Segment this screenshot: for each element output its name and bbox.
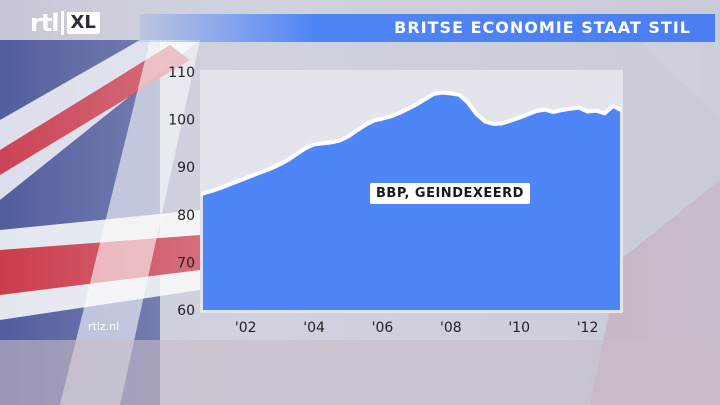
x-tick-label: '10 bbox=[508, 320, 530, 336]
x-tick-label: '02 bbox=[235, 320, 257, 336]
x-tick-label: '06 bbox=[372, 320, 394, 336]
site-url: rtlz.nl bbox=[88, 320, 120, 333]
x-tick-label: '04 bbox=[303, 320, 325, 336]
x-tick-label: '12 bbox=[577, 320, 599, 336]
page-title: BRITSE ECONOMIE STAAT STIL bbox=[394, 18, 691, 37]
logo-separator bbox=[60, 11, 64, 35]
y-tick-label: 110 bbox=[168, 65, 195, 81]
rtlz-logo: rtl XL bbox=[30, 8, 100, 38]
y-axis-ticks: 60 70 80 90 100 110 bbox=[168, 65, 195, 319]
logo-rtl-text: rtl bbox=[30, 9, 60, 37]
y-tick-label: 90 bbox=[177, 160, 195, 176]
y-tick-label: 100 bbox=[168, 113, 195, 129]
logo-xl-text: XL bbox=[66, 12, 100, 34]
series-annotation: BBP, GEINDEXEERD bbox=[370, 183, 530, 204]
gdp-line bbox=[201, 90, 622, 196]
x-axis-ticks: '02 '04 '06 '08 '10 '12 bbox=[235, 320, 598, 336]
title-bar: BRITSE ECONOMIE STAAT STIL bbox=[140, 14, 715, 42]
y-tick-label: 60 bbox=[177, 303, 195, 319]
y-tick-label: 80 bbox=[177, 208, 195, 224]
x-tick-label: '08 bbox=[440, 320, 462, 336]
y-tick-label: 70 bbox=[177, 255, 195, 271]
